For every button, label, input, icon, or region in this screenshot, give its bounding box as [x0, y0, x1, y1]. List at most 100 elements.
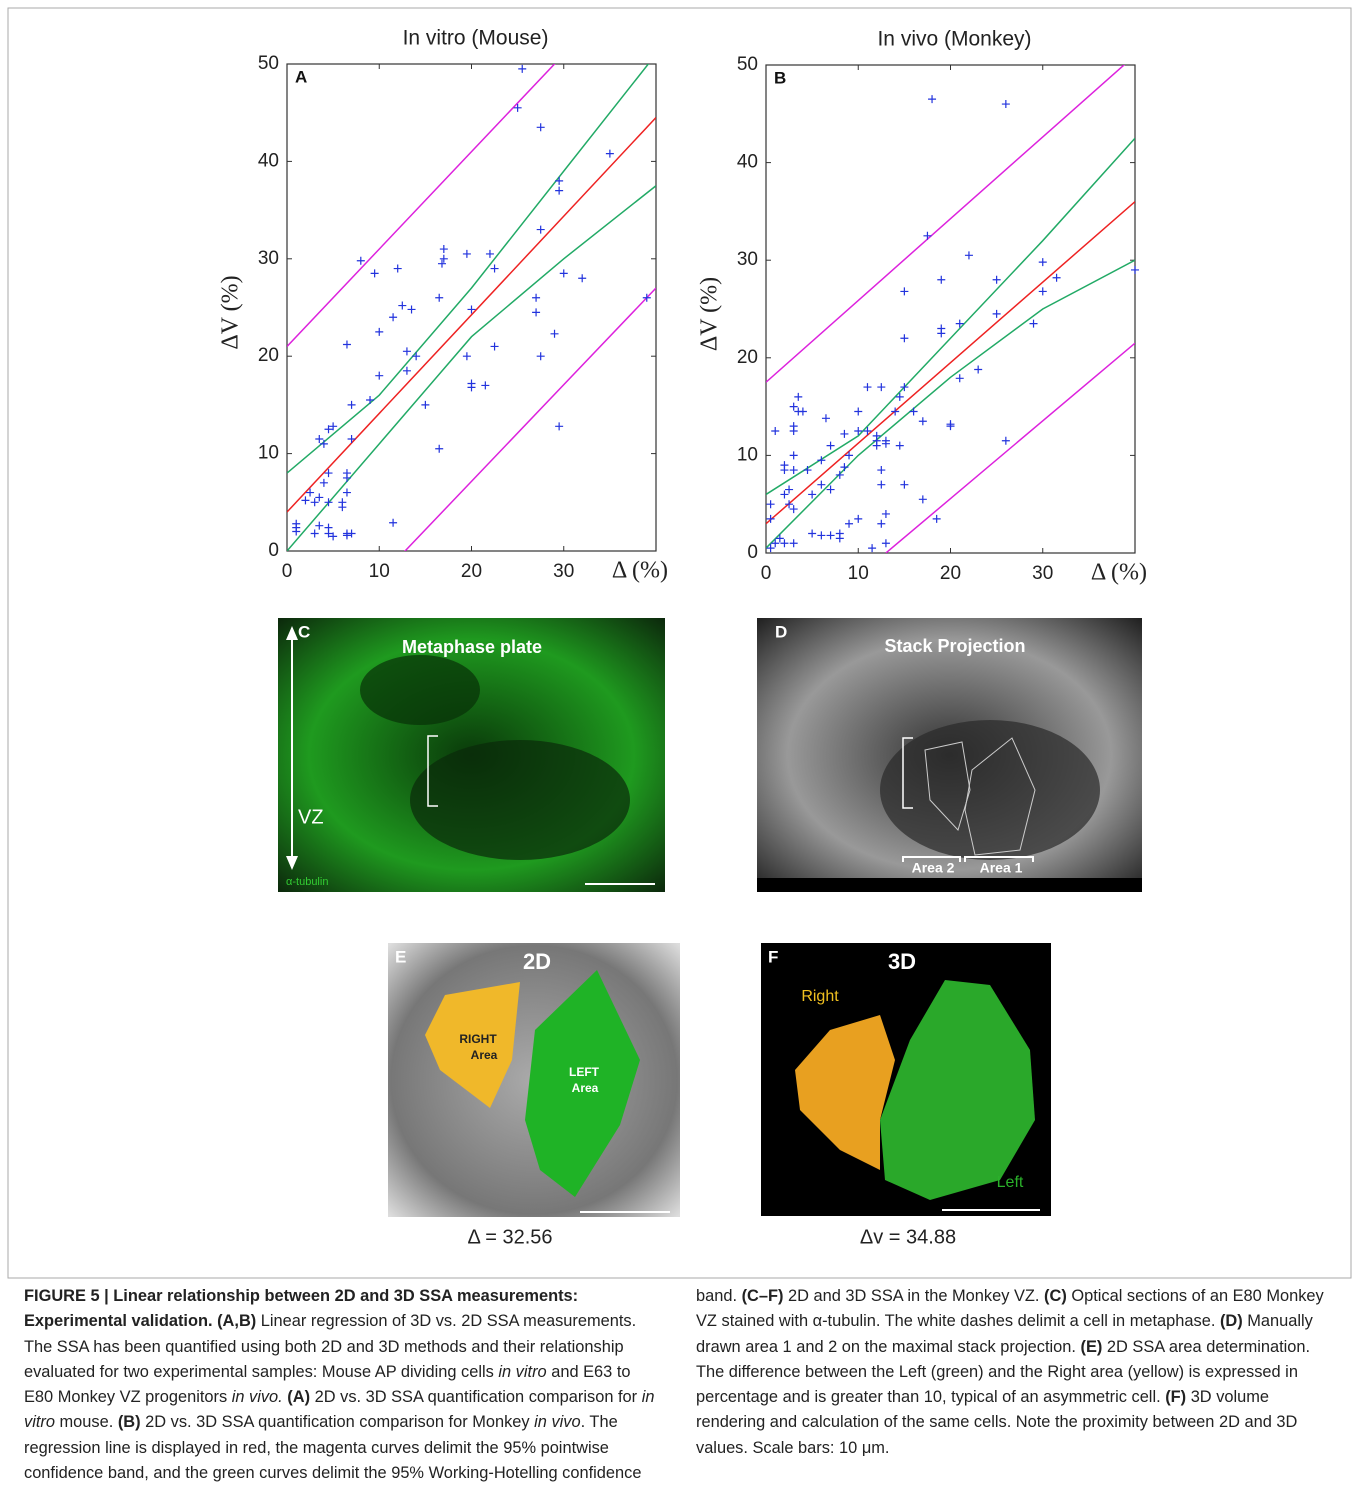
data-point [315, 434, 324, 443]
data-point [324, 529, 333, 538]
x-tick-label: 20 [461, 561, 482, 582]
area-outline [924, 741, 971, 831]
area-label: Area 2 [912, 860, 955, 876]
y-tick-label: 10 [258, 443, 279, 464]
data-point [1029, 319, 1038, 328]
caption-text: (B) [117, 1413, 141, 1432]
fit-line [766, 137, 1135, 496]
caption-text: FIGURE 5 | Linear relationship between 2… [24, 1287, 579, 1331]
data-point [780, 539, 789, 548]
panel-e: E 2D RIGHT Area LEFT Area Δ = 32.56 [388, 943, 680, 1248]
fit-line [404, 287, 656, 551]
data-point [826, 441, 835, 450]
right-area [425, 982, 520, 1108]
caption-text: in vitro [498, 1362, 547, 1381]
y-tick-label: 30 [737, 249, 758, 270]
data-point [555, 422, 564, 431]
panel-title: 3D [888, 949, 916, 974]
x-axis-label: Δ (%) [612, 558, 668, 584]
data-point [342, 488, 351, 497]
caption-text: Manually drawn area 1 and 2 on the maxim… [696, 1312, 1313, 1356]
area-label: RIGHT [459, 1032, 497, 1046]
data-point [992, 275, 1001, 284]
plot-frame [765, 64, 1136, 554]
data-point [817, 480, 826, 489]
data-point [845, 451, 854, 460]
data-point [808, 490, 817, 499]
data-point [794, 392, 803, 401]
data-point [789, 505, 798, 514]
data-point [863, 383, 872, 392]
panel-letter: F [768, 947, 778, 966]
left-area [525, 970, 640, 1197]
data-point [485, 249, 494, 258]
y-tick-label: 10 [737, 444, 758, 465]
data-point [872, 441, 881, 450]
data-point [338, 503, 347, 512]
data-point [900, 480, 909, 489]
data-point [439, 245, 448, 254]
panel-c: C Metaphase plate VZ α-tubulin [278, 618, 665, 892]
x-axis-label: Δ (%) [1091, 560, 1147, 586]
data-point [798, 407, 807, 416]
data-point [319, 439, 328, 448]
data-point [808, 529, 817, 538]
fit-line [287, 185, 656, 551]
data-point [775, 534, 784, 543]
caption-text: in vitro [24, 1388, 655, 1432]
data-point [324, 469, 333, 478]
data-point [955, 374, 964, 383]
data-point [1001, 100, 1010, 109]
panel-f: F 3D Right Left Δv = 34.88 [761, 943, 1051, 1248]
panel-letter: A [295, 67, 307, 86]
caption-text: (A) [287, 1388, 311, 1407]
data-point [356, 256, 365, 265]
x-tick-label: 10 [369, 561, 390, 582]
data-point [342, 473, 351, 482]
fit-line [766, 201, 1135, 525]
x-tick-label: 10 [848, 563, 869, 584]
data-point [854, 514, 863, 523]
caption-text: 2D and 3D SSA in the Monkey VZ. [783, 1287, 1045, 1305]
data-point [785, 485, 794, 494]
data-point [766, 514, 775, 523]
data-point [1001, 436, 1010, 445]
caption-text: Optical sections of an E80 Monkey VZ sta… [696, 1287, 1324, 1331]
fit-line [287, 64, 556, 347]
data-point [1131, 265, 1139, 274]
data-point [306, 488, 315, 497]
data-point [315, 521, 324, 530]
data-point [803, 466, 812, 475]
data-point [937, 275, 946, 284]
data-point [877, 519, 886, 528]
panel-title: Metaphase plate [402, 637, 542, 657]
caption-text: 3D volume rendering and calculation of t… [696, 1388, 1298, 1457]
data-point [342, 340, 351, 349]
stain-label: α-tubulin [286, 876, 328, 888]
data-point [881, 539, 890, 548]
panel-letter: B [774, 68, 786, 87]
data-point [895, 441, 904, 450]
area-brackets [902, 856, 1034, 862]
data-point [817, 531, 826, 540]
data-point [946, 422, 955, 431]
result-label: Δ = 32.56 [467, 1226, 552, 1248]
data-point [324, 498, 333, 507]
data-point [536, 225, 545, 234]
data-point [402, 347, 411, 356]
panel-letter: D [775, 622, 787, 641]
data-point [490, 342, 499, 351]
data-point [550, 329, 559, 338]
data-point [421, 400, 430, 409]
data-point [605, 149, 614, 158]
data-point [347, 434, 356, 443]
y-tick-label: 20 [737, 347, 758, 368]
data-point [1038, 287, 1047, 296]
data-point [412, 352, 421, 361]
area-label: Area [471, 1048, 498, 1062]
data-point [868, 544, 877, 553]
data-point [437, 259, 446, 268]
caption: FIGURE 5 | Linear relationship between 2… [24, 1284, 1334, 1486]
x-tick-label: 30 [553, 561, 574, 582]
data-point [955, 319, 964, 328]
